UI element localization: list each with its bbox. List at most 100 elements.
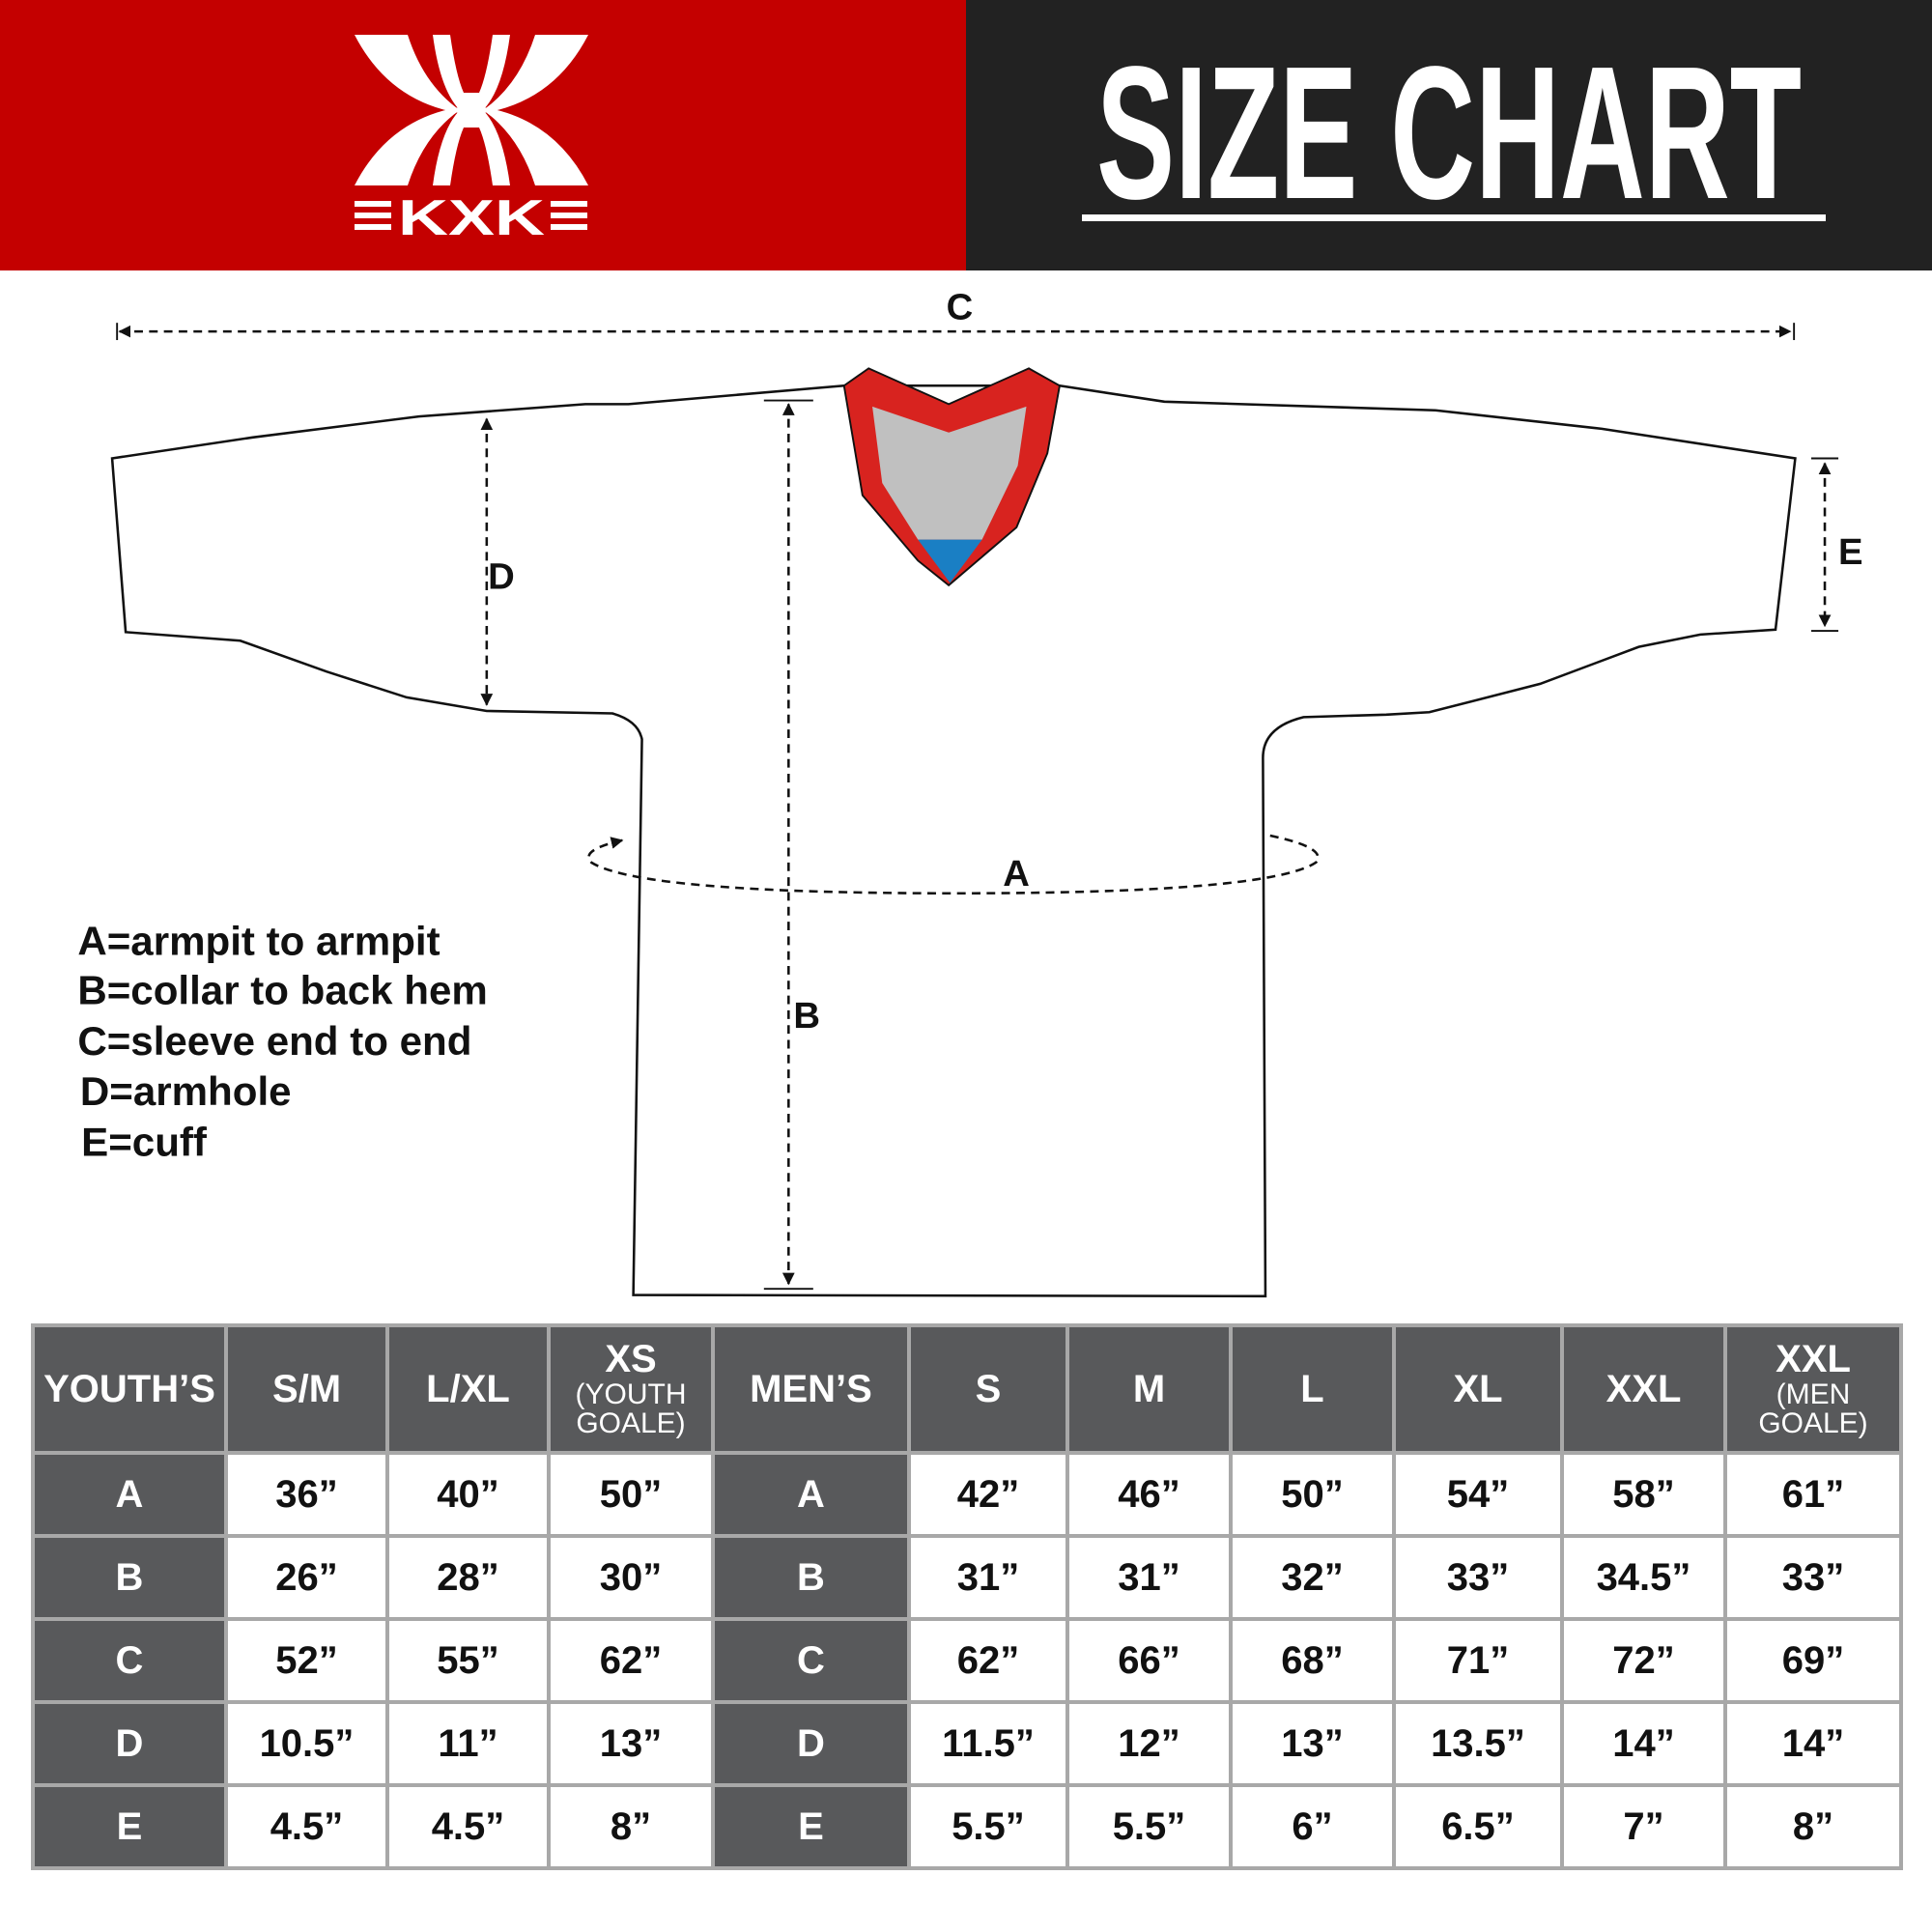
label-c: C (947, 286, 974, 327)
row-label: C (711, 1617, 911, 1704)
size-table: YOUTH’S S/M L/XL XS (YOUTH GOALE) MEN’S S M L XL X… (31, 1323, 1903, 1870)
men-cell: 34.5” (1560, 1534, 1727, 1621)
column-header-label: S/M (271, 1368, 342, 1410)
row-label: D (711, 1700, 911, 1787)
label-d: D (488, 556, 515, 598)
youth-cell: 10.5” (224, 1700, 389, 1787)
label-a: A (1003, 853, 1030, 895)
youth-cell: 8” (547, 1783, 715, 1870)
column-header-label: MEN’S (750, 1368, 872, 1410)
youth-cell: 62” (547, 1617, 715, 1704)
table-row: C 52” 55” 62” C 62” 66” 68” 71” 72” 69” (31, 1617, 1903, 1704)
men-cell: 6” (1229, 1783, 1396, 1870)
men-cell: 32” (1229, 1534, 1396, 1621)
men-cell: 31” (1065, 1534, 1233, 1621)
label-e: E (1838, 531, 1863, 573)
youth-header: YOUTH’S (31, 1323, 228, 1455)
men-cell: 13.5” (1392, 1700, 1564, 1787)
kxk-logo: KXK (355, 35, 588, 246)
youth-cell: 40” (385, 1451, 551, 1538)
legend-item-d: D=armhole (80, 1068, 292, 1114)
collar (842, 367, 1062, 587)
youth-size-header: S/M (224, 1323, 389, 1455)
youth-cell: 36” (224, 1451, 389, 1538)
men-cell: 72” (1560, 1617, 1727, 1704)
men-cell: 33” (1392, 1534, 1564, 1621)
legend-item-e: E=cuff (81, 1119, 208, 1164)
men-cell: 71” (1392, 1617, 1564, 1704)
youth-size-header: XS (YOUTH GOALE) (547, 1323, 715, 1455)
table-header-row: YOUTH’S S/M L/XL XS (YOUTH GOALE) MEN’S S M L XL X… (31, 1323, 1903, 1455)
table-row: E 4.5” 4.5” 8” E 5.5” 5.5” 6” 6.5” 7” 8” (31, 1783, 1903, 1870)
men-cell: 62” (907, 1617, 1069, 1704)
column-header-sublabel: (MEN GOALE) (1758, 1378, 1868, 1439)
column-header-label: XS (605, 1338, 657, 1380)
legend-item-a: A=armpit to armpit (77, 919, 440, 964)
column-header-label: YOUTH’S (43, 1368, 215, 1410)
youth-cell: 30” (547, 1534, 715, 1621)
youth-cell: 55” (385, 1617, 551, 1704)
header-graphics: KXK SIZE CHART (355, 27, 1826, 246)
label-b: B (793, 995, 820, 1037)
men-size-header: XL (1392, 1323, 1564, 1455)
men-cell: 8” (1723, 1783, 1903, 1870)
row-label: B (711, 1534, 911, 1621)
men-cell: 13” (1229, 1700, 1396, 1787)
men-cell: 31” (907, 1534, 1069, 1621)
column-header-sublabel: (YOUTH GOALE) (575, 1378, 687, 1439)
youth-cell: 4.5” (385, 1783, 551, 1870)
legend-item-b: B=collar to back hem (77, 968, 487, 1013)
youth-cell: 52” (224, 1617, 389, 1704)
men-cell: 7” (1560, 1783, 1727, 1870)
legend-item-c: C=sleeve end to end (77, 1018, 471, 1064)
men-cell: 50” (1229, 1451, 1396, 1538)
men-size-header: S (907, 1323, 1069, 1455)
men-cell: 46” (1065, 1451, 1233, 1538)
men-cell: 58” (1560, 1451, 1727, 1538)
title-underline (1082, 214, 1826, 221)
men-cell: 5.5” (907, 1783, 1069, 1870)
dimension-a-line (587, 834, 1320, 895)
men-cell: 12” (1065, 1700, 1233, 1787)
men-cell: 54” (1392, 1451, 1564, 1538)
youth-size-header: L/XL (385, 1323, 551, 1455)
title-header (966, 0, 1932, 270)
youth-cell: 28” (385, 1534, 551, 1621)
jersey-outline (110, 384, 1797, 1298)
table-row: D 10.5” 11” 13” D 11.5” 12” 13” 13.5” 14” 14” (31, 1700, 1903, 1787)
men-cell: 5.5” (1065, 1783, 1233, 1870)
row-label: D (31, 1700, 228, 1787)
youth-cell: 26” (224, 1534, 389, 1621)
column-header-label: XXL (1776, 1338, 1851, 1380)
youth-cell: 13” (547, 1700, 715, 1787)
row-label: E (711, 1783, 911, 1870)
column-header-label: M (1132, 1368, 1166, 1410)
men-size-header: L (1229, 1323, 1396, 1455)
measurement-legend: A=armpit to armpit B=collar to back hem … (77, 919, 487, 1165)
collar-tag (918, 539, 982, 583)
youth-cell: 50” (547, 1451, 715, 1538)
column-header-label: L (1300, 1368, 1324, 1410)
row-label: A (31, 1451, 228, 1538)
men-cell: 14” (1723, 1700, 1903, 1787)
table-row: A 36” 40” 50” A 42” 46” 50” 54” 58” 61” (31, 1451, 1903, 1538)
row-label: E (31, 1783, 228, 1870)
men-cell: 14” (1560, 1700, 1727, 1787)
men-size-header: XXL (1560, 1323, 1727, 1455)
men-cell: 6.5” (1392, 1783, 1564, 1870)
page-title: SIZE CHART (1096, 27, 1802, 239)
men-cell: 33” (1723, 1534, 1903, 1621)
men-cell: 42” (907, 1451, 1069, 1538)
table-row: B 26” 28” 30” B 31” 31” 32” 33” 34.5” 33” (31, 1534, 1903, 1621)
row-label: A (711, 1451, 911, 1538)
row-label: C (31, 1617, 228, 1704)
men-cell: 66” (1065, 1617, 1233, 1704)
men-header: MEN’S (711, 1323, 911, 1455)
row-label: B (31, 1534, 228, 1621)
youth-cell: 11” (385, 1700, 551, 1787)
column-header-label: S (975, 1368, 1002, 1410)
column-header-label: L/XL (426, 1368, 510, 1410)
column-header-label: XL (1453, 1368, 1503, 1410)
column-header-label: XXL (1605, 1368, 1682, 1410)
